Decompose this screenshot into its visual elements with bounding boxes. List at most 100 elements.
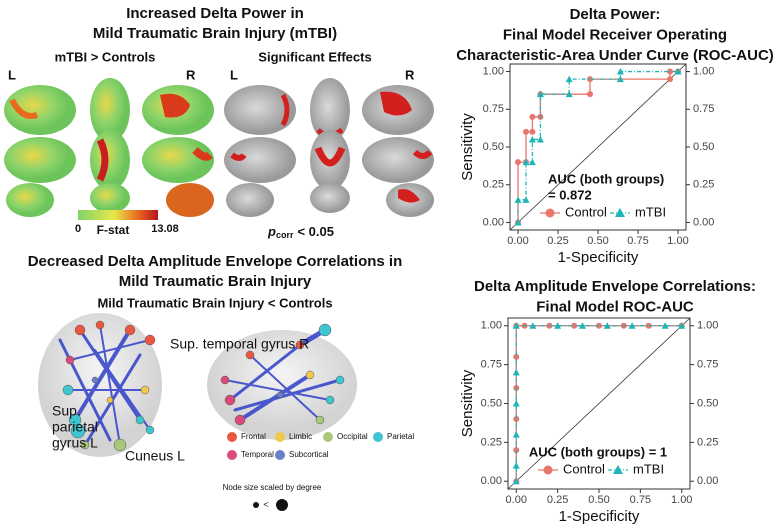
heading: mTBI > Controls xyxy=(55,49,156,64)
marker xyxy=(674,68,682,75)
marker xyxy=(515,159,521,166)
colorbar-label: F-stat xyxy=(97,223,130,237)
hemisphere-label: L xyxy=(230,67,238,82)
brain-maps xyxy=(4,78,434,217)
heading: Significant Effects xyxy=(258,49,371,64)
y2-tick-label: 0.00 xyxy=(697,475,718,487)
marker xyxy=(514,218,522,226)
y-tick-label: 0.75 xyxy=(483,103,504,115)
y2-tick-label: 0.00 xyxy=(693,216,714,228)
legend-swatch xyxy=(227,432,237,442)
diagonal xyxy=(507,317,691,490)
marker xyxy=(628,322,636,329)
marker xyxy=(513,447,520,454)
colorbar-max: 13.08 xyxy=(151,223,179,235)
y-tick-label: 1.00 xyxy=(481,320,502,332)
chart-title: Final Model Receiver Operating xyxy=(503,26,727,43)
annotation: AUC (both groups) xyxy=(548,171,664,186)
x-tick-label: 1.00 xyxy=(667,235,688,247)
legend-label: Limbic xyxy=(289,432,312,441)
marker xyxy=(661,322,669,329)
panel-title: Decreased Delta Amplitude Envelope Corre… xyxy=(28,253,403,270)
network xyxy=(38,313,357,457)
marker xyxy=(512,322,520,329)
x-tick-label: 0.50 xyxy=(587,235,608,247)
y-axis-label: Sensitivity xyxy=(459,369,476,437)
marker xyxy=(528,135,536,143)
legend-label: Control xyxy=(563,461,605,476)
marker xyxy=(512,477,520,485)
marker xyxy=(596,322,602,329)
y-tick-label: 0.25 xyxy=(481,436,502,448)
legend-marker xyxy=(615,208,625,217)
y-tick-label: 0.50 xyxy=(483,141,504,153)
marker xyxy=(536,135,544,143)
marker xyxy=(512,368,520,376)
marker xyxy=(522,158,530,166)
annotation: AUC (both groups) = 1 xyxy=(529,444,667,459)
y2-tick-label: 0.75 xyxy=(693,103,714,115)
panel-title: Increased Delta Power in xyxy=(126,5,304,22)
marker xyxy=(512,400,520,407)
y-tick-label: 0.00 xyxy=(483,216,504,228)
marker xyxy=(529,113,536,120)
legend-label: mTBI xyxy=(633,461,664,476)
legend-label: Control xyxy=(565,204,607,219)
legend-marker xyxy=(543,465,553,475)
marker xyxy=(512,431,520,438)
x-tick-label: 0.25 xyxy=(547,494,568,506)
marker xyxy=(667,68,673,75)
legend-swatch xyxy=(227,450,237,460)
x-tick-label: 0.25 xyxy=(547,235,568,247)
region-label: Cuneus L xyxy=(125,448,185,464)
x-tick-label: 0.50 xyxy=(588,494,609,506)
y2-tick-label: 0.25 xyxy=(697,436,718,448)
legend-marker xyxy=(613,465,623,474)
subtitle: Mild Traumatic Brain Injury < Controls xyxy=(97,295,332,310)
marker xyxy=(514,196,522,203)
annotation: = 0.872 xyxy=(548,187,592,202)
y2-tick-label: 0.75 xyxy=(697,359,718,371)
marker xyxy=(603,322,611,329)
y2-tick-label: 0.50 xyxy=(693,141,714,153)
y2-tick-label: 0.25 xyxy=(693,179,714,191)
legend-label: Parietal xyxy=(387,432,414,441)
threshold: pcorr < 0.05 xyxy=(267,224,334,240)
hemisphere-label: R xyxy=(186,67,196,82)
y-tick-label: 0.75 xyxy=(481,359,502,371)
marker xyxy=(565,90,573,98)
marker xyxy=(578,322,586,329)
chart-title: Final Model ROC-AUC xyxy=(536,298,694,315)
chart-title: Characteristic-Area Under Curve (ROC-AUC… xyxy=(456,47,774,64)
colorbar-min: 0 xyxy=(75,223,81,235)
panel-title: Mild Traumatic Brain Injury xyxy=(119,273,312,290)
region-label: Sup. temporal gyrus R xyxy=(170,336,309,352)
legend-label: Temporal xyxy=(241,450,274,459)
marker xyxy=(523,128,529,135)
marker xyxy=(554,322,562,329)
region-label: gyrus L xyxy=(52,435,98,451)
marker xyxy=(513,353,520,360)
marker xyxy=(616,75,624,83)
legend-swatch xyxy=(275,432,285,442)
y2-tick-label: 1.00 xyxy=(693,65,714,77)
legend-label: Occipital xyxy=(337,432,368,441)
chart-title: Delta Power: xyxy=(570,6,661,23)
marker xyxy=(512,462,520,469)
threshold-subscript: corr xyxy=(276,230,294,240)
marker xyxy=(513,416,520,423)
marker xyxy=(667,76,673,83)
x-tick-label: 0.00 xyxy=(506,494,527,506)
size-symbol: < xyxy=(263,499,268,509)
y-tick-label: 0.25 xyxy=(483,179,504,191)
chart-title: Delta Amplitude Envelope Correlations: xyxy=(474,278,756,295)
size-note: Node size scaled by degree xyxy=(223,483,322,492)
marker xyxy=(528,158,536,166)
marker xyxy=(587,91,593,98)
y2-tick-label: 0.50 xyxy=(697,397,718,409)
marker xyxy=(645,322,652,329)
y-tick-label: 0.50 xyxy=(481,397,502,409)
threshold-symbol: p xyxy=(267,224,276,239)
